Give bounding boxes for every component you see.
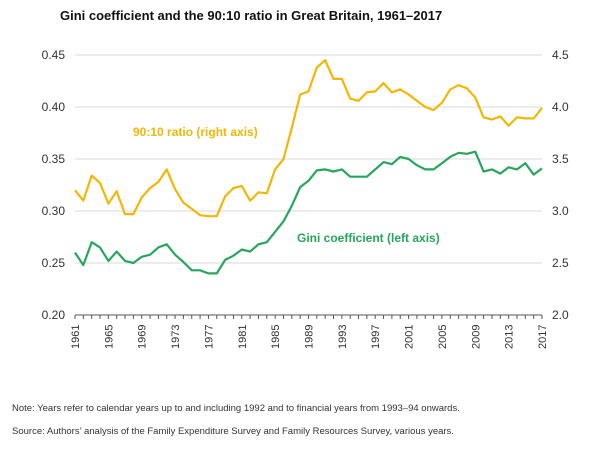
x-axis-tick-label: 2017 (537, 325, 549, 349)
right-axis-tick-label: 4.0 (552, 100, 569, 114)
x-axis-tick-label: 1993 (337, 325, 349, 349)
left-axis-tick-label: 0.40 (42, 100, 66, 114)
x-axis-tick-label: 1961 (70, 325, 82, 349)
ratio-series-line (74, 59, 543, 218)
x-axis-tick-label: 1997 (370, 325, 382, 349)
chart-note: Note: Years refer to calendar years up t… (12, 403, 460, 414)
left-axis-tick-label: 0.45 (42, 48, 66, 62)
x-axis-tick-label: 2009 (470, 325, 482, 349)
x-axis-tick-label: 1989 (304, 325, 316, 349)
right-axis-tick-label: 2.0 (552, 308, 569, 322)
gini-series-label: Gini coefficient (left axis) (297, 231, 440, 245)
x-axis-tick-label: 2005 (437, 325, 449, 349)
axes: 0.20 2.0 0.25 2.5 0.30 3.0 0.35 3.5 0.40 4.0 0.45 4… (42, 48, 569, 349)
left-axis-tick-label: 0.25 (42, 256, 66, 270)
right-axis-tick-label: 3.0 (552, 204, 569, 218)
chart-title: Gini coefficient and the 90:10 ratio in … (60, 8, 443, 23)
series-labels: 90:10 ratio (right axis) Gini coefficient… (133, 125, 440, 245)
chart-source: Source: Authors’ analysis of the Family … (12, 426, 454, 437)
x-axis-tick-label: 1969 (137, 325, 149, 349)
x-axis-tick-label: 1977 (203, 325, 215, 349)
x-axis-tick-label: 2001 (404, 325, 416, 349)
x-axis-tick-label: 1981 (237, 325, 249, 349)
left-axis-tick-label: 0.35 (42, 152, 66, 166)
x-axis-tick-label: 2013 (504, 325, 516, 349)
x-axis-tick-label: 1973 (170, 325, 182, 349)
left-axis-tick-label: 0.30 (42, 204, 66, 218)
gini-series-line (74, 150, 543, 275)
x-axis-tick-label: 1965 (103, 325, 115, 349)
right-axis-tick-label: 2.5 (552, 256, 569, 270)
right-axis-tick-label: 3.5 (552, 152, 569, 166)
series-lines (74, 59, 543, 275)
right-axis-tick-label: 4.5 (552, 48, 569, 62)
ratio-series-label: 90:10 ratio (right axis) (133, 125, 258, 139)
left-axis-tick-label: 0.20 (42, 308, 66, 322)
x-axis-tick-label: 1985 (270, 325, 282, 349)
